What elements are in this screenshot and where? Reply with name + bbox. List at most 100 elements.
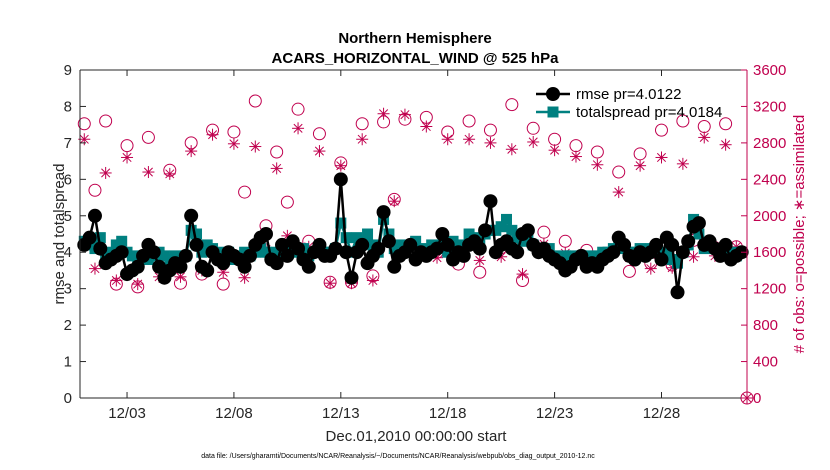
rmse-point (718, 237, 733, 252)
rmse-point (114, 245, 129, 260)
obs-possible-point (676, 114, 690, 128)
obs-possible-point (280, 195, 294, 209)
axes: 0 1 2 3 4 5 6 7 8 9 0 400 800 1200 1600 2000 2400 2800 320… (64, 62, 787, 422)
obs-possible-point (238, 185, 252, 199)
obs-assimilated-point (249, 140, 262, 153)
rmse-point (430, 241, 445, 256)
obs-assimilated-point (206, 128, 219, 141)
rmse-point (339, 245, 354, 260)
obs-assimilated-point (612, 186, 625, 199)
obs-assimilated-point (334, 159, 347, 172)
obs-possible-point (590, 145, 604, 159)
y-tick-label-right: 3600 (753, 62, 786, 79)
rmse-point (483, 194, 498, 209)
x-tick-label: 12/13 (322, 405, 360, 422)
x-tick-label: 12/03 (108, 405, 146, 422)
rmse-point (258, 227, 273, 241)
rmse-point (649, 237, 664, 252)
totalspread-point (672, 257, 684, 269)
obs-assimilated-point (142, 166, 155, 179)
obs-assimilated-point (366, 274, 379, 287)
y-tick-label: 8 (64, 98, 72, 115)
obs-assimilated-point (676, 157, 689, 170)
totalspread-point (394, 239, 406, 251)
y-tick-label: 4 (64, 244, 72, 261)
totalspread-point (362, 228, 374, 240)
obs-assimilated-point (227, 137, 240, 150)
totalspread-point (693, 228, 705, 240)
y-tick-label: 6 (64, 171, 72, 188)
rmse-series (77, 172, 749, 300)
rmse-point (184, 208, 199, 223)
obs-assimilated-point (569, 150, 582, 163)
obs-assimilated-point (270, 162, 283, 175)
totalspread-point (335, 217, 347, 229)
obs-possible-point (654, 123, 668, 137)
obs-possible-point (99, 114, 113, 128)
x-tick-label: 12/23 (536, 405, 574, 422)
totalspread-point (116, 235, 128, 247)
rmse-point (82, 230, 97, 245)
obs-possible-point (291, 102, 305, 116)
obs-assimilated-point (687, 250, 700, 263)
rmse-point (478, 223, 493, 238)
y-axis-label: rmse and totalspread (51, 164, 68, 305)
y-tick-label-right: 2400 (753, 171, 786, 188)
obs-possible-point (312, 127, 326, 141)
y-tick-label: 0 (64, 390, 72, 407)
obs-assimilated-point (655, 151, 668, 164)
rmse-point (665, 237, 680, 252)
obs-assimilated-point (238, 271, 251, 284)
x-tick-label: 12/18 (429, 405, 467, 422)
obs-possible-point (483, 123, 497, 137)
obs-assimilated-point (99, 166, 112, 179)
x-tick-label: 12/08 (215, 405, 253, 422)
rmse-point (617, 237, 632, 252)
y-tick-label-right: 400 (753, 354, 778, 371)
totalspread-point (442, 246, 454, 258)
obs-possible-point (141, 130, 155, 144)
obs-possible-point (248, 94, 262, 108)
y-tick-label-right: 800 (753, 317, 778, 334)
totalspread-point (495, 221, 507, 233)
obs-assimilated-point (719, 138, 732, 151)
rmse-point (291, 241, 306, 256)
rmse-point (691, 216, 706, 231)
obs-assimilated-point (292, 122, 305, 135)
rmse-point (403, 237, 418, 252)
obs-possible-point (719, 117, 733, 131)
rmse-point (200, 263, 215, 278)
obs-assimilated-point (505, 143, 518, 156)
obs-possible-point (355, 117, 369, 131)
obs-assimilated-point (313, 145, 326, 158)
chart-title-line-2: ACARS_HORIZONTAL_WIND @ 525 hPa (272, 50, 560, 67)
rmse-point (456, 248, 471, 263)
rmse-point (520, 223, 535, 238)
obs-assimilated-point (548, 144, 561, 157)
rmse-point (237, 259, 252, 274)
rmse-point (670, 285, 685, 300)
rmse-point (280, 248, 295, 263)
obs-possible-point (462, 114, 476, 128)
totalspread-point (661, 246, 673, 258)
y-tick-label-right: 2800 (753, 135, 786, 152)
legend-totalspread-label: totalspread pr=4.0184 (576, 104, 722, 121)
obs-assimilated-point (441, 133, 454, 146)
y-axis-label-right: # of obs: o=possible; ∗=assimilated (791, 115, 808, 354)
y-tick-label: 9 (64, 62, 72, 79)
totalspread-point (196, 246, 208, 258)
rmse-point (574, 248, 589, 263)
obs-assimilated-point (88, 262, 101, 275)
rmse-point (93, 241, 108, 256)
rmse-point (381, 234, 396, 249)
obs-assimilated-point (698, 131, 711, 144)
rmse-point (312, 237, 327, 252)
obs-assimilated-point (121, 151, 134, 164)
rmse-point (87, 208, 102, 223)
y-tick-label-right: 1600 (753, 244, 786, 261)
y-tick-label-right: 1200 (753, 281, 786, 298)
totalspread-point (383, 228, 395, 240)
rmse-point (136, 248, 151, 263)
rmse-point (472, 241, 487, 256)
